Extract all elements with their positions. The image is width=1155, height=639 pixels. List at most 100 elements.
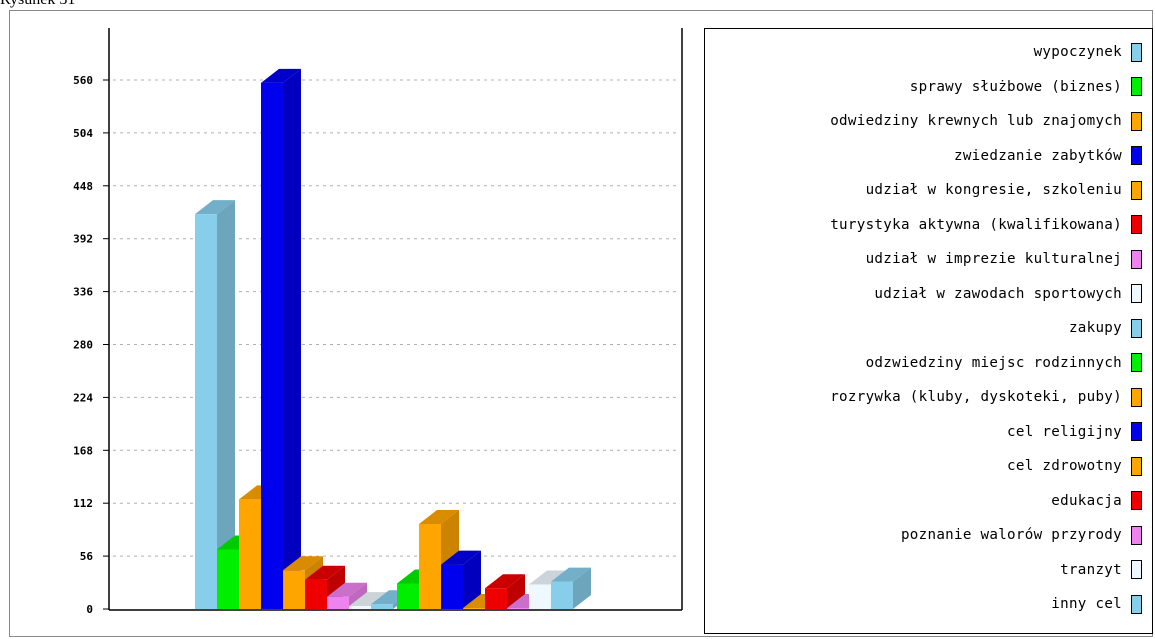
legend-swatch [1131,525,1142,545]
legend-item: sprawy służbowe (biznes) [910,72,1142,102]
legend-label: udział w kongresie, szkoleniu [865,182,1122,198]
legend-item: odzwiedziny miejsc rodzinnych [866,348,1142,378]
y-tick-label: 224 [73,391,93,404]
y-tick-label: 280 [73,339,93,352]
legend-item: wypoczynek [1034,37,1142,67]
legend-swatch [1131,284,1142,303]
legend-label: rozrywka (kluby, dyskoteki, puby) [830,389,1122,405]
y-tick-label: 0 [86,603,93,616]
legend-item: cel zdrowotny [1007,451,1142,481]
figure-caption: Rysunek 31 [0,0,75,9]
legend-label: cel religijny [1007,423,1122,440]
y-tick-label: 448 [73,180,93,193]
grid-lines [113,79,678,557]
bar-front [349,606,371,609]
legend-item: zwiedzanie zabytków [954,141,1142,171]
legend-swatch [1131,594,1142,614]
bar-udzia-w-imprezie-kulturalnej [327,582,367,609]
y-tick-label: 392 [73,233,93,246]
legend-swatch [1131,456,1142,476]
bar-top [349,592,389,607]
bar-top [261,68,301,83]
legend-item: inny cel [1051,589,1142,619]
legend-item: udział w imprezie kulturalnej [866,244,1142,274]
legend: wypoczynek sprawy służbowe (biznes) odwied… [704,28,1153,634]
legend-swatch [1131,422,1142,441]
bar-top [485,574,525,589]
bar-top [419,509,459,524]
bars [195,68,591,610]
bar-front [485,588,507,609]
bar-zwiedzanie-zabytk-w [261,68,301,610]
bar-cel-religijny [441,550,481,609]
y-tick-label: 336 [73,286,93,299]
legend-swatch [1131,146,1142,165]
bar-front [441,564,463,609]
legend-item: rozrywka (kluby, dyskoteki, puby) [830,382,1142,412]
y-tick-label: 504 [73,127,93,140]
bar-front [195,214,217,609]
y-tick-labels: 0 56 112 168 224 280 336 392 448 504 560 [73,74,93,616]
legend-swatch [1131,249,1142,269]
legend-swatch [1131,180,1142,200]
bar-top [441,550,481,565]
legend-label: wypoczynek [1033,44,1122,60]
legend-item: turystyka aktywna (kwalifikowana) [830,210,1142,240]
y-tick-label: 560 [73,74,93,87]
bar-front [327,596,349,609]
legend-label: poznanie walorów przyrody [900,527,1122,543]
legend-swatch [1131,353,1142,372]
legend-label: odwiedziny krewnych lub znajomych [830,113,1122,129]
bar-top [195,200,235,215]
bar-top [327,582,367,597]
legend-item: udział w zawodach sportowych [874,279,1142,309]
legend-swatch [1131,77,1142,96]
bar-front [283,570,305,609]
bar-front [397,583,419,609]
bar-front [529,584,551,609]
legend-item: poznanie walorów przyrody [901,520,1142,550]
y-tick-label: 168 [73,444,93,457]
bar-side [507,574,525,609]
legend-label: tranzyt [1060,561,1122,578]
bar-side [463,550,481,609]
bar-inny-cel [551,567,591,609]
bar-top [529,570,569,585]
legend-swatch [1131,111,1142,131]
legend-label: inny cel [1051,596,1122,612]
legend-swatch [1131,42,1142,62]
bar-front [507,608,529,609]
bar-front [463,608,485,609]
legend-label: sprawy służbowe (biznes) [909,78,1122,95]
legend-swatch [1131,387,1142,407]
bar-side [283,68,301,610]
bar-front [419,523,441,609]
legend-label: odzwiedziny miejsc rodzinnych [865,354,1122,371]
legend-item: edukacja [1051,486,1142,516]
bar-front [371,604,393,609]
legend-item: zakupy [1069,313,1142,343]
bar-front [551,581,573,609]
legend-swatch [1131,215,1142,234]
legend-label: udział w zawodach sportowych [874,285,1122,302]
legend-swatch [1131,491,1142,510]
legend-label: zakupy [1068,320,1122,336]
y-tick-label: 56 [80,550,94,563]
legend-item: odwiedziny krewnych lub znajomych [830,106,1142,136]
bar-front [217,549,239,609]
axes [103,28,683,611]
bar-top [551,567,591,582]
legend-item: tranzyt [1060,555,1142,585]
legend-swatch [1131,560,1142,579]
bar-front [239,499,261,609]
bar-front [305,579,327,609]
legend-label: edukacja [1051,492,1122,509]
legend-item: cel religijny [1007,417,1142,447]
legend-item: udział w kongresie, szkoleniu [866,175,1142,205]
legend-label: turystyka aktywna (kwalifikowana) [830,216,1122,233]
bar-side [217,200,235,609]
legend-label: cel zdrowotny [1007,458,1122,474]
legend-label: zwiedzanie zabytków [954,147,1122,164]
y-tick-label: 112 [73,497,93,510]
bar-wypoczynek [195,200,235,609]
